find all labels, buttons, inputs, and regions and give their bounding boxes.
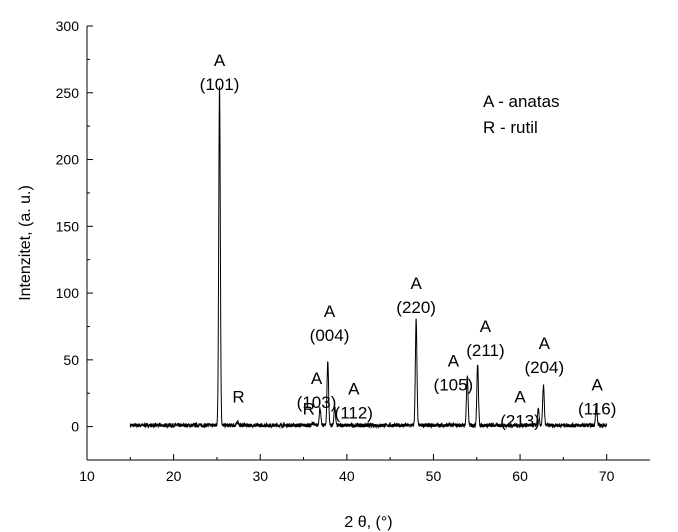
- peak-annotation: R: [303, 400, 315, 419]
- y-tick-label: 300: [56, 18, 80, 34]
- x-tick-label: 20: [166, 468, 182, 484]
- peak-annotation: A (220): [396, 274, 436, 317]
- peak-annotation: A (101): [200, 51, 240, 94]
- annotation-line: A: [480, 317, 492, 336]
- peak-annotation: A (105): [434, 352, 474, 395]
- x-axis-label: 2 θ, (°): [344, 514, 392, 531]
- x-tick-label: 60: [512, 468, 528, 484]
- y-axis-label: Intenzitet, (a. u.): [17, 185, 34, 301]
- annotation-line: A: [591, 376, 603, 395]
- annotation-line: A: [514, 388, 526, 407]
- peak-annotation: A (004): [310, 302, 350, 345]
- y-tick-label: 200: [56, 152, 80, 168]
- annotation-line: A: [324, 302, 336, 321]
- annotation-line: (112): [335, 404, 373, 423]
- annotation-line: A: [348, 380, 360, 399]
- legend: A - anatas R - rutil: [483, 92, 560, 137]
- annotation-line: (101): [200, 75, 240, 94]
- peak-annotation: A (211): [466, 317, 504, 360]
- annotation-line: R: [232, 388, 244, 407]
- peak-annotation: A (116): [578, 376, 616, 419]
- annotation-line: (105): [434, 376, 474, 395]
- peak-annotation: A (103): [297, 369, 337, 412]
- y-tick-label: 150: [56, 218, 80, 234]
- annotation-line: A: [311, 369, 323, 388]
- x-tick-label: 10: [79, 468, 95, 484]
- annotation-line: A: [448, 352, 460, 371]
- peak-annotation: A (204): [524, 334, 564, 377]
- x-tick-label: 30: [252, 468, 268, 484]
- annotation-line: (211): [466, 341, 504, 360]
- series-layer: [129, 86, 608, 430]
- annotation-line: (103): [297, 393, 337, 412]
- annotation-line: A: [214, 51, 226, 70]
- y-tick-label: 100: [56, 285, 80, 301]
- axes: 0 50 100 150 200 250 300 10 20 30 40 50 60 70: [56, 18, 650, 484]
- legend-entry: A - anatas: [483, 92, 560, 111]
- x-tick-label: 70: [599, 468, 615, 484]
- annotation-line: (004): [310, 326, 350, 345]
- annotation-line: R: [303, 400, 315, 419]
- x-tick-label: 40: [339, 468, 355, 484]
- annotation-line: A: [539, 334, 551, 353]
- annotation-line: (204): [524, 358, 564, 377]
- legend-entry: R - rutil: [483, 118, 538, 137]
- y-tick-label: 250: [56, 85, 80, 101]
- annotation-line: (220): [396, 298, 436, 317]
- x-tick-label: 50: [426, 468, 442, 484]
- peak-annotations: A(101)RA(004)A(103)RA(112)A(220)A(105)A(…: [200, 51, 617, 431]
- annotation-line: A: [410, 274, 422, 293]
- peak-annotation: A (213): [500, 388, 540, 431]
- y-tick-label: 0: [71, 419, 79, 435]
- annotation-line: (213): [500, 412, 540, 431]
- annotation-line: (116): [578, 400, 616, 419]
- y-tick-label: 50: [63, 352, 79, 368]
- peak-annotation: R: [232, 388, 244, 407]
- peak-annotation: A (112): [335, 380, 373, 423]
- xrd-pattern-line: [129, 86, 608, 430]
